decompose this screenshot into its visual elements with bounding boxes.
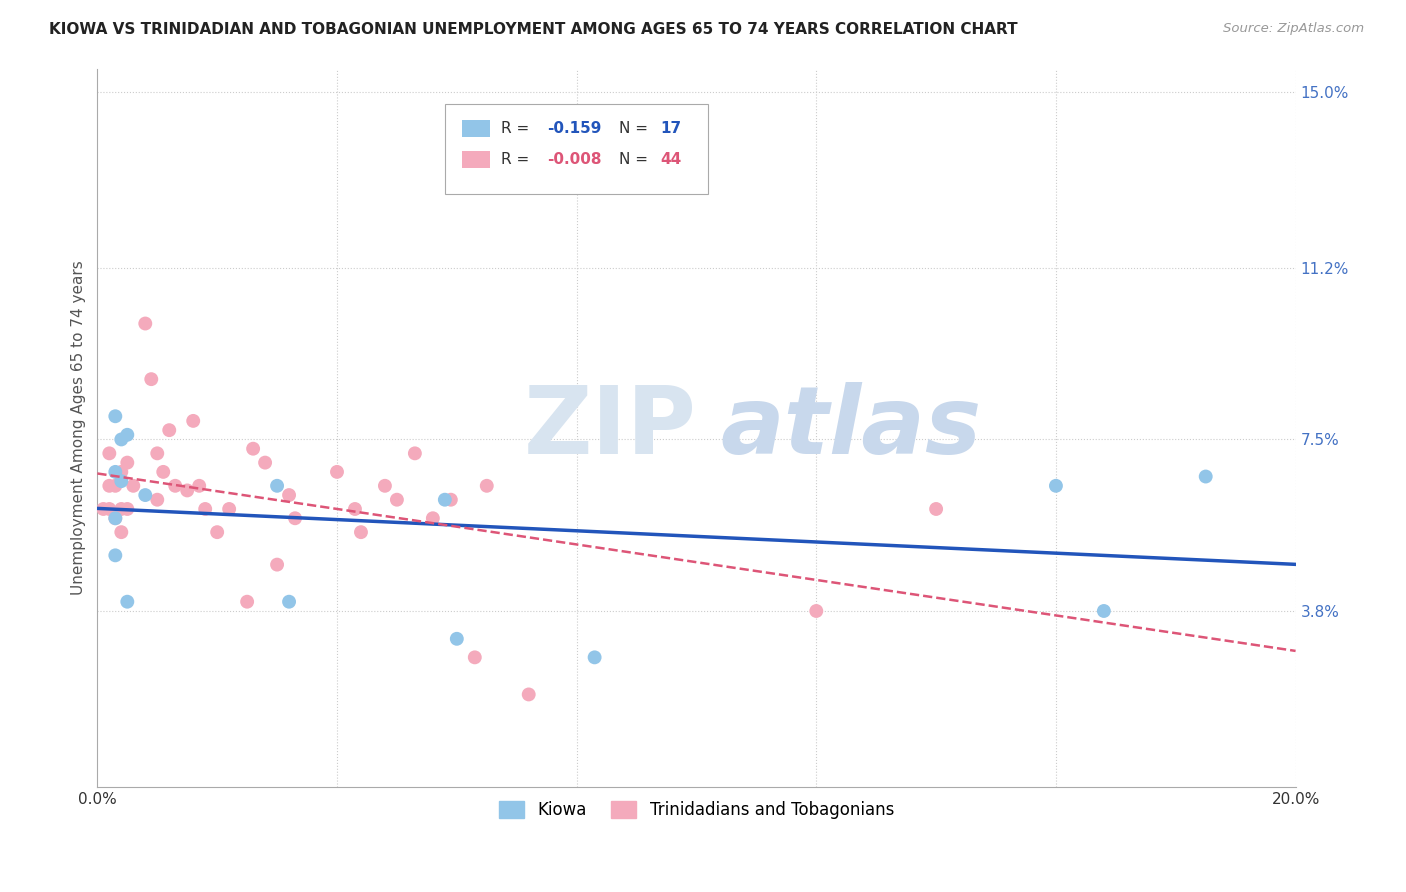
Point <box>110 433 132 447</box>
Point <box>350 525 373 540</box>
Point <box>134 488 156 502</box>
Point <box>165 479 187 493</box>
Point <box>146 492 169 507</box>
Text: Source: ZipAtlas.com: Source: ZipAtlas.com <box>1223 22 1364 36</box>
Point <box>181 414 204 428</box>
Point <box>422 511 444 525</box>
Point <box>194 502 217 516</box>
Point <box>98 446 121 460</box>
Point <box>104 511 127 525</box>
Point <box>433 492 456 507</box>
Point <box>464 650 486 665</box>
Text: 44: 44 <box>661 153 682 168</box>
Point <box>583 650 606 665</box>
Point <box>284 511 307 525</box>
Point <box>278 595 301 609</box>
Point <box>404 446 426 460</box>
Point <box>141 372 163 386</box>
Point <box>517 688 540 702</box>
Point <box>925 502 948 516</box>
Point <box>278 488 301 502</box>
Point <box>806 604 828 618</box>
Point <box>1195 469 1218 483</box>
Point <box>93 502 115 516</box>
Point <box>205 525 228 540</box>
Point <box>1092 604 1115 618</box>
Point <box>117 502 139 516</box>
Text: ZIP: ZIP <box>523 382 696 474</box>
Point <box>117 595 139 609</box>
Point <box>254 456 277 470</box>
Point <box>446 632 468 646</box>
Point <box>104 549 127 563</box>
Text: -0.159: -0.159 <box>547 120 600 136</box>
Text: KIOWA VS TRINIDADIAN AND TOBAGONIAN UNEMPLOYMENT AMONG AGES 65 TO 74 YEARS CORRE: KIOWA VS TRINIDADIAN AND TOBAGONIAN UNEM… <box>49 22 1018 37</box>
Point <box>266 558 288 572</box>
Point <box>110 465 132 479</box>
Point <box>343 502 366 516</box>
FancyBboxPatch shape <box>444 104 709 194</box>
Point <box>1045 479 1067 493</box>
Point <box>98 502 121 516</box>
Point <box>117 456 139 470</box>
FancyBboxPatch shape <box>461 151 491 169</box>
Point <box>110 525 132 540</box>
Point <box>385 492 408 507</box>
Point <box>440 492 463 507</box>
Text: N =: N = <box>619 120 652 136</box>
Text: N =: N = <box>619 153 652 168</box>
Point <box>104 465 127 479</box>
Point <box>104 511 127 525</box>
Point <box>374 479 396 493</box>
Point <box>475 479 498 493</box>
Point <box>157 423 180 437</box>
Point <box>104 409 127 424</box>
Legend: Kiowa, Trinidadians and Tobagonians: Kiowa, Trinidadians and Tobagonians <box>492 794 901 826</box>
Point <box>218 502 240 516</box>
Text: R =: R = <box>501 120 534 136</box>
Point <box>134 317 156 331</box>
Point <box>117 427 139 442</box>
Text: 17: 17 <box>661 120 682 136</box>
FancyBboxPatch shape <box>461 120 491 136</box>
Y-axis label: Unemployment Among Ages 65 to 74 years: Unemployment Among Ages 65 to 74 years <box>72 260 86 595</box>
Point <box>176 483 198 498</box>
Point <box>266 479 288 493</box>
Point <box>98 479 121 493</box>
Point <box>242 442 264 456</box>
Point <box>146 446 169 460</box>
Point <box>188 479 211 493</box>
Point <box>122 479 145 493</box>
Text: R =: R = <box>501 153 534 168</box>
Text: atlas: atlas <box>720 382 981 474</box>
Point <box>326 465 349 479</box>
Point <box>110 474 132 488</box>
Point <box>104 479 127 493</box>
Point <box>236 595 259 609</box>
Text: -0.008: -0.008 <box>547 153 602 168</box>
Point <box>110 502 132 516</box>
Point <box>152 465 174 479</box>
